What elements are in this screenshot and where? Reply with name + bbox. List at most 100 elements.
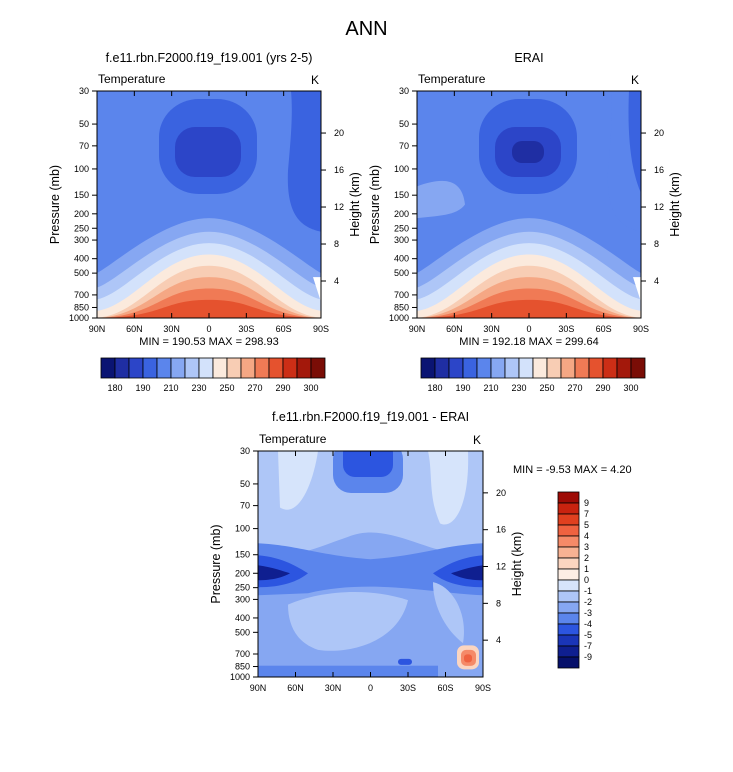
panel-right-label: K <box>631 73 639 87</box>
y-tick-label: 300 <box>235 594 250 604</box>
height-tick-label: 20 <box>654 128 664 138</box>
contour-band <box>175 127 241 177</box>
x-tick-label: 30S <box>238 324 254 334</box>
colorbar-swatch <box>557 623 580 636</box>
colorbar-top-right <box>420 357 646 379</box>
height-tick-label: 20 <box>334 128 344 138</box>
stats-text: MIN = 192.18 MAX = 299.64 <box>459 336 598 348</box>
colorbar-label: 270 <box>567 383 582 393</box>
contour-band <box>278 451 318 510</box>
y-tick-label: 30 <box>79 86 89 96</box>
stats-text: MIN = -9.53 MAX = 4.20 <box>513 464 632 476</box>
colorbar-label: 230 <box>511 383 526 393</box>
y-tick-label: 30 <box>399 86 409 96</box>
colorbar-label: 5 <box>584 520 589 530</box>
colorbar-label: 180 <box>107 383 122 393</box>
colorbar-label: 290 <box>595 383 610 393</box>
height-tick-label: 12 <box>334 202 344 212</box>
y-tick-label: 400 <box>235 613 250 623</box>
colorbar-label: 180 <box>427 383 442 393</box>
x-tick-label: 90S <box>313 324 329 334</box>
contour-band <box>258 565 290 581</box>
colorbar-swatch <box>170 357 186 379</box>
x-tick-label: 0 <box>368 683 373 693</box>
x-tick-label: 60N <box>287 683 304 693</box>
colorbar-swatch <box>296 357 312 379</box>
y-axis-label: Pressure (mb) <box>48 165 62 244</box>
y-tick-label: 1000 <box>69 313 89 323</box>
colorbar-label: -7 <box>584 641 592 651</box>
colorbar-label: 300 <box>623 383 638 393</box>
colorbar-swatch <box>198 357 214 379</box>
panel-title: ERAI <box>514 51 543 65</box>
colorbar-swatch <box>240 357 256 379</box>
colorbar-swatch <box>557 546 580 559</box>
colorbar-swatch <box>128 357 144 379</box>
colorbar-swatch <box>557 612 580 625</box>
page-title: ANN <box>345 18 388 40</box>
panel-title: f.e11.rbn.F2000.f19_f19.001 - ERAI <box>272 410 469 424</box>
contour-band <box>512 141 544 163</box>
y-tick-label: 100 <box>394 164 409 174</box>
y-tick-label: 150 <box>394 190 409 200</box>
height-tick-label: 4 <box>334 276 339 286</box>
y-axis-label: Pressure (mb) <box>368 165 382 244</box>
contour-field-1 <box>96 90 322 319</box>
y-axis-label-right: Height (km) <box>510 532 524 597</box>
y-tick-label: 500 <box>235 627 250 637</box>
panel-right-label: K <box>311 73 319 87</box>
colorbar-swatch <box>557 579 580 592</box>
height-tick-label: 16 <box>496 525 506 535</box>
colorbar-label: 270 <box>247 383 262 393</box>
colorbar-swatch <box>557 601 580 614</box>
colorbar-swatch <box>282 357 298 379</box>
y-tick-label: 200 <box>235 568 250 578</box>
colorbar-swatch <box>602 357 618 379</box>
colorbar-label: -5 <box>584 630 592 640</box>
y-tick-label: 700 <box>235 649 250 659</box>
contour-band <box>633 277 641 303</box>
panel-left-label: Temperature <box>98 72 166 86</box>
y-tick-label: 500 <box>74 268 89 278</box>
colorbar-swatch <box>557 568 580 581</box>
colorbar-label: 250 <box>539 383 554 393</box>
colorbar-swatch <box>574 357 590 379</box>
x-tick-label: 90N <box>89 324 106 334</box>
colorbar-swatch <box>504 357 520 379</box>
panel-left-label: Temperature <box>418 72 486 86</box>
x-tick-label: 30N <box>325 683 342 693</box>
contour-band <box>313 277 321 303</box>
x-tick-label: 90S <box>475 683 491 693</box>
height-tick-label: 8 <box>654 239 659 249</box>
contour-band <box>417 180 465 219</box>
y-tick-label: 300 <box>74 235 89 245</box>
colorbar-swatch <box>114 357 130 379</box>
y-axis-label-right: Height (km) <box>668 172 682 237</box>
colorbar-label: -9 <box>584 652 592 662</box>
colorbar-label: 3 <box>584 542 589 552</box>
contour-band <box>258 543 483 596</box>
panel-left-label: Temperature <box>259 432 327 446</box>
y-tick-label: 400 <box>74 254 89 264</box>
colorbar-swatch <box>518 357 534 379</box>
height-tick-label: 20 <box>496 488 506 498</box>
x-tick-label: 30S <box>400 683 416 693</box>
colorbar-diff <box>557 491 580 669</box>
colorbar-label: -1 <box>584 586 592 596</box>
contour-band <box>417 299 641 318</box>
colorbar-label: 210 <box>163 383 178 393</box>
colorbar-swatch <box>557 524 580 537</box>
x-tick-label: 30S <box>558 324 574 334</box>
contour-band <box>628 91 641 194</box>
colorbar-swatch <box>557 502 580 515</box>
colorbar-label: 4 <box>584 531 589 541</box>
x-tick-label: 0 <box>206 324 211 334</box>
colorbar-swatch <box>546 357 562 379</box>
x-tick-label: 60N <box>446 324 463 334</box>
height-tick-label: 12 <box>496 562 506 572</box>
colorbar-label: 1 <box>584 564 589 574</box>
y-tick-label: 150 <box>74 190 89 200</box>
colorbar-label: -3 <box>584 608 592 618</box>
colorbar-label: -4 <box>584 619 592 629</box>
